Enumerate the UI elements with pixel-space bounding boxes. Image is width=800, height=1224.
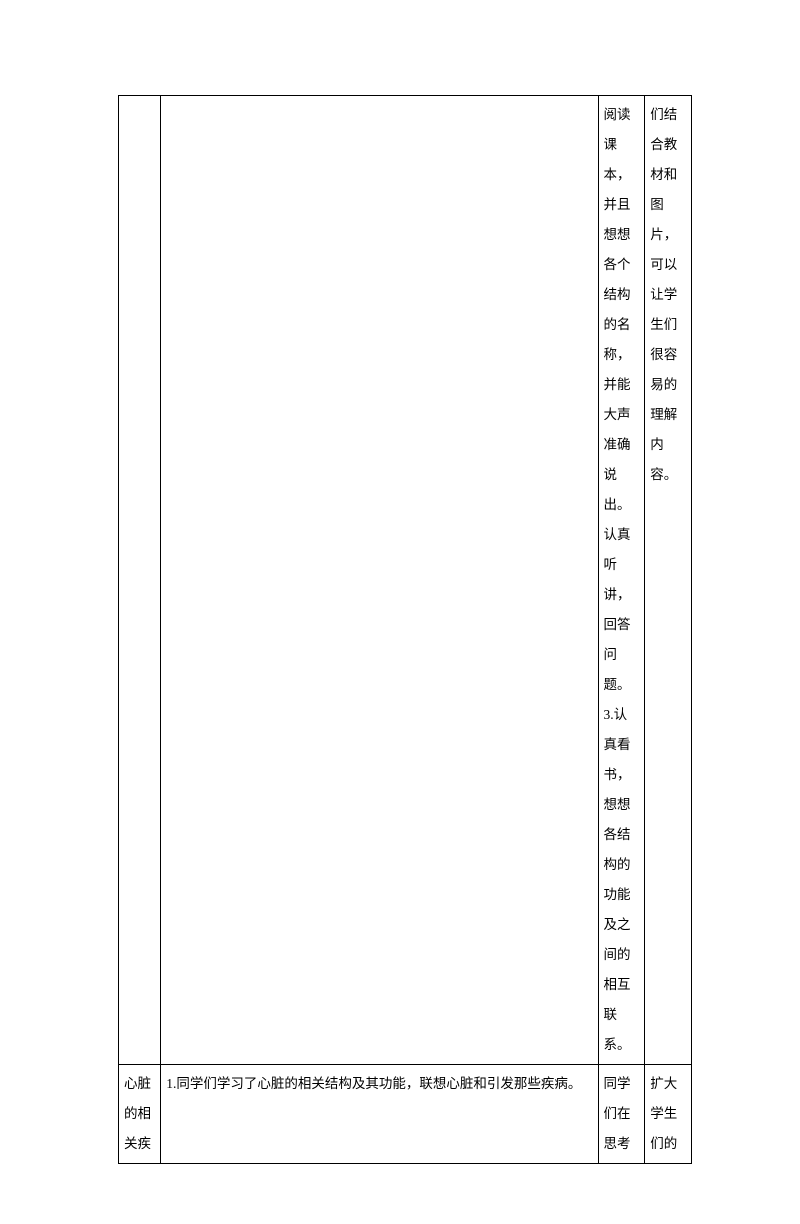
cell-col3: 阅读课本，并且想想各个结构的名称，并能大声准确说出。认真听讲，回答问题。3.认真…	[598, 96, 645, 1065]
cell-col4: 扩大学生们的	[645, 1065, 692, 1164]
cell-col3: 同学们在思考	[598, 1065, 645, 1164]
cell-col4: 们结合教材和图片，可以让学生们很容易的理解内容。	[645, 96, 692, 1065]
cell-col1: 心脏的相关疾	[119, 1065, 161, 1164]
cell-col2	[161, 96, 598, 1065]
table-row: 阅读课本，并且想想各个结构的名称，并能大声准确说出。认真听讲，回答问题。3.认真…	[119, 96, 692, 1065]
cell-col2: 1.同学们学习了心脏的相关结构及其功能，联想心脏和引发那些疾病。	[161, 1065, 598, 1164]
cell-col1	[119, 96, 161, 1065]
lesson-plan-table: 阅读课本，并且想想各个结构的名称，并能大声准确说出。认真听讲，回答问题。3.认真…	[118, 95, 692, 1164]
table-row: 心脏的相关疾 1.同学们学习了心脏的相关结构及其功能，联想心脏和引发那些疾病。 …	[119, 1065, 692, 1164]
